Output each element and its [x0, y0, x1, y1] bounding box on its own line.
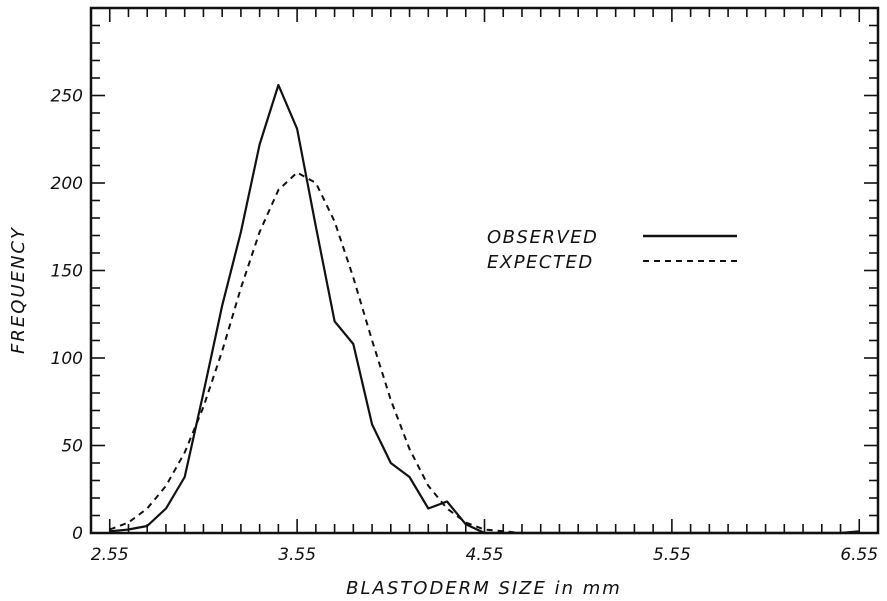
plot-frame	[89, 6, 880, 535]
x-tick-label: 4.55	[466, 545, 504, 565]
series-lines	[109, 83, 860, 535]
y-tick-label: 150	[51, 262, 83, 282]
legend: OBSERVED EXPECTED	[487, 227, 737, 273]
y-axis-title: FREQUENCY	[8, 226, 29, 354]
x-tick-label: 5.55	[653, 545, 691, 565]
x-tick-label: 2.55	[91, 545, 129, 565]
y-tick-label: 50	[61, 437, 83, 457]
y-tick-label: 100	[51, 349, 83, 369]
legend-label-observed: OBSERVED	[487, 227, 598, 248]
x-tick-label: 6.55	[840, 545, 878, 565]
axis-ticks	[91, 7, 879, 534]
x-axis-title: BLASTODERM SIZE in mm	[346, 578, 622, 599]
y-tick-label: 0	[72, 524, 83, 544]
y-tick-label: 200	[51, 174, 83, 194]
x-tick-label: 3.55	[278, 545, 316, 565]
legend-label-expected: EXPECTED	[487, 252, 594, 273]
y-tick-label: 250	[51, 87, 83, 107]
series-line-observed	[109, 83, 860, 535]
x-tick-labels: 2.55 3.55 4.55 5.55 6.55	[91, 545, 878, 565]
series-line-expected	[109, 171, 672, 534]
y-tick-labels: 0 50 100 150 200 250	[51, 87, 83, 545]
